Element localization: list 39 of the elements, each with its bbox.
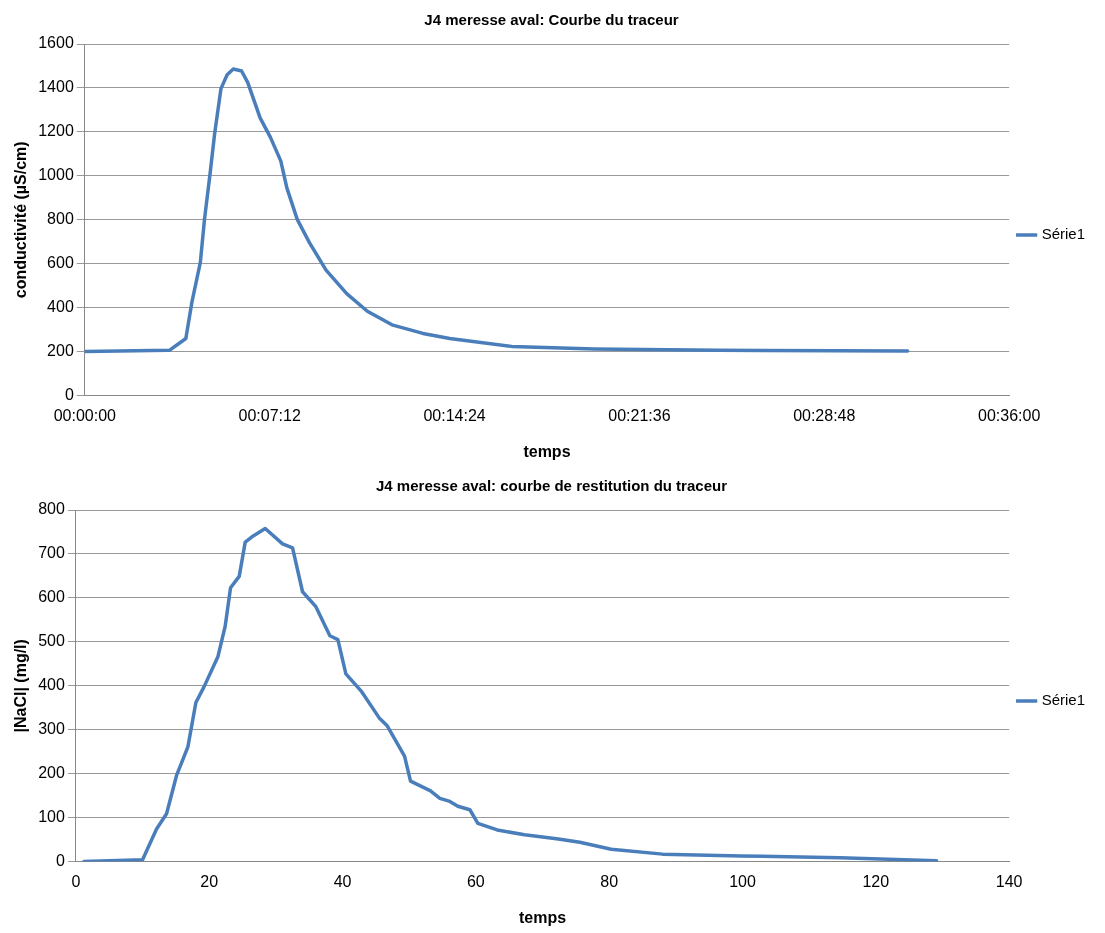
- y-tick-label: 600: [47, 254, 74, 272]
- x-tick-label: 00:36:00: [978, 406, 1041, 424]
- x-tick-label: 100: [729, 872, 756, 890]
- y-tick-label: 700: [38, 544, 65, 562]
- x-tick-label: 00:07:12: [238, 406, 301, 424]
- y-tick-label: 1600: [38, 34, 74, 52]
- y-tick-label: 0: [64, 386, 74, 404]
- x-tick-label: 80: [600, 872, 619, 890]
- y-tick-label: 800: [38, 500, 65, 518]
- y-tick-label: 300: [38, 720, 65, 738]
- y-tick-label: 1000: [38, 166, 74, 184]
- x-tick-label: 120: [862, 872, 890, 890]
- y-tick-label: 800: [47, 210, 74, 228]
- x-tick-label: 00:28:48: [793, 406, 856, 424]
- x-axis-title: temps: [518, 908, 567, 926]
- x-tick-label: 00:21:36: [608, 406, 671, 424]
- y-tick-label: 600: [38, 588, 65, 606]
- x-axis-title: temps: [523, 442, 571, 460]
- legend-label: Série1: [1041, 225, 1085, 243]
- x-tick-label: 00:00:00: [53, 406, 117, 424]
- x-tick-label: 20: [200, 872, 219, 890]
- legend-label: Série1: [1041, 691, 1085, 709]
- y-tick-label: 400: [47, 298, 74, 316]
- y-tick-label: 100: [38, 808, 65, 826]
- y-tick-label: 400: [38, 676, 65, 694]
- x-tick-label: 00:14:24: [423, 406, 486, 424]
- y-axis-title: conductivité (µS/cm): [12, 141, 30, 299]
- x-tick-label: 140: [995, 872, 1023, 890]
- x-tick-label: 40: [333, 872, 352, 890]
- chart-title: J4 meresse aval: courbe de restitution du traceur: [376, 477, 728, 495]
- y-tick-label: 500: [38, 632, 65, 650]
- y-tick-label: 200: [47, 342, 74, 360]
- x-tick-label: 60: [466, 872, 485, 890]
- y-tick-label: 1400: [38, 78, 74, 96]
- chart-title: J4 meresse aval: Courbe du traceur: [424, 11, 679, 29]
- y-tick-label: 1200: [38, 122, 74, 140]
- y-tick-label: 0: [55, 852, 65, 870]
- y-tick-label: 200: [38, 764, 65, 782]
- y-axis-title: |NaCl| (mg/l): [12, 639, 30, 733]
